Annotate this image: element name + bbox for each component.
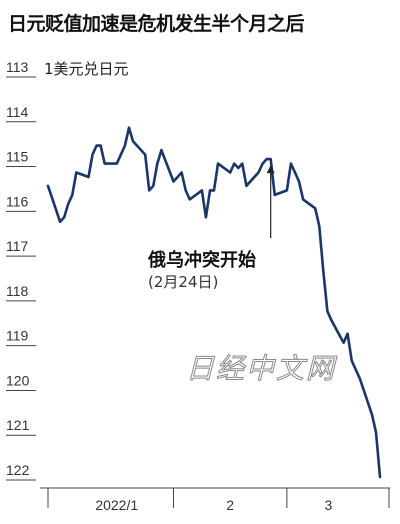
- y-tick-label: 117: [6, 238, 29, 254]
- data-point: [75, 171, 78, 174]
- data-point: [302, 198, 304, 201]
- y-tick-label: 118: [6, 283, 29, 299]
- data-point: [326, 310, 329, 313]
- data-point: [209, 189, 211, 192]
- y-tick-label: 120: [6, 372, 30, 388]
- unit-label: 1美元兑日元: [44, 60, 129, 78]
- data-point: [261, 162, 264, 165]
- y-tick-label: 116: [6, 193, 29, 209]
- annotation-sublabel: (2月24日): [148, 273, 218, 291]
- data-point: [229, 171, 232, 174]
- data-point: [233, 162, 236, 165]
- data-point: [160, 149, 163, 152]
- data-point: [237, 167, 240, 169]
- x-tick-label: 2022/1: [95, 497, 138, 513]
- data-point: [128, 126, 130, 129]
- data-point: [213, 189, 215, 192]
- data-point: [71, 194, 74, 196]
- data-point: [257, 171, 260, 174]
- data-point: [67, 202, 70, 205]
- y-tick-label: 122: [6, 462, 30, 478]
- data-point: [132, 140, 134, 143]
- data-point: [176, 176, 179, 178]
- y-tick-label: 113: [6, 59, 29, 75]
- data-point: [205, 216, 207, 219]
- watermark: 日经中文网: [186, 352, 338, 385]
- x-tick-label: 2: [226, 497, 234, 513]
- data-point: [184, 189, 187, 192]
- data-point: [350, 359, 353, 362]
- y-tick-label: 121: [6, 417, 30, 433]
- annotation-label: 俄乌冲突开始: [147, 249, 256, 271]
- data-point: [144, 153, 147, 156]
- data-point: [318, 225, 321, 228]
- data-point: [91, 153, 94, 156]
- data-point: [217, 162, 219, 165]
- data-point: [87, 176, 90, 178]
- data-point: [63, 216, 66, 219]
- data-point: [358, 377, 361, 380]
- chart-title: 日元贬值加速是危机发生半个月之后: [8, 13, 305, 35]
- data-point: [152, 185, 155, 187]
- data-point: [148, 189, 151, 192]
- data-point: [265, 158, 268, 160]
- data-point: [379, 476, 381, 478]
- data-point: [354, 368, 357, 371]
- data-point: [115, 162, 118, 165]
- data-point: [322, 270, 325, 272]
- data-point: [346, 332, 349, 335]
- data-point: [273, 194, 276, 196]
- data-point: [314, 207, 317, 210]
- data-point: [188, 198, 191, 201]
- data-point: [156, 162, 159, 165]
- data-point: [330, 319, 333, 322]
- x-tick-label: 3: [325, 497, 333, 513]
- data-point: [47, 185, 49, 187]
- data-point: [285, 189, 288, 192]
- y-tick-label: 115: [6, 149, 29, 165]
- data-point: [200, 189, 203, 192]
- data-point: [245, 185, 248, 187]
- data-point: [95, 144, 98, 147]
- data-point: [371, 413, 373, 416]
- annotation-arrowhead: [266, 165, 275, 174]
- data-point: [99, 144, 102, 147]
- data-point: [342, 341, 345, 344]
- data-point: [294, 171, 296, 174]
- data-point: [59, 220, 62, 223]
- data-point: [119, 153, 122, 156]
- y-tick-label: 119: [6, 328, 29, 344]
- data-point: [103, 162, 106, 165]
- series-line: [46, 126, 382, 479]
- data-point: [269, 158, 272, 160]
- data-point: [298, 180, 300, 183]
- data-point: [124, 144, 126, 147]
- data-point: [172, 180, 175, 183]
- data-point: [180, 171, 183, 174]
- data-point: [241, 162, 244, 165]
- y-tick-label: 114: [6, 104, 29, 120]
- data-point: [290, 162, 292, 165]
- data-point: [375, 431, 377, 434]
